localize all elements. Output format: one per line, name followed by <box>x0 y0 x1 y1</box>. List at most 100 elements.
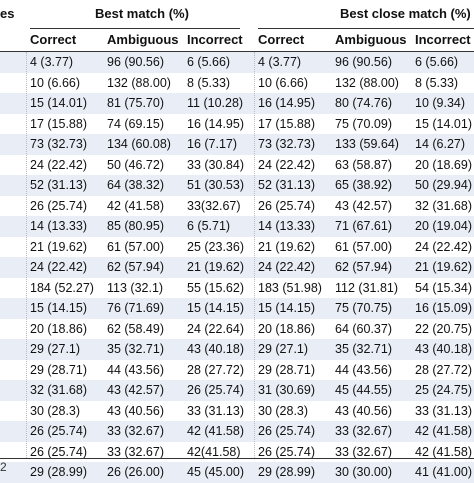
table-cell: 184 (52.27) <box>30 280 94 295</box>
table-cell: 132 (88.00) <box>335 75 399 90</box>
column-separator <box>254 52 256 458</box>
table-cell: 74 (69.15) <box>107 116 164 131</box>
table-cell: 24 (22.42) <box>258 260 315 274</box>
table-cell: 4 (3.77) <box>258 55 302 69</box>
table-cell: 61 (57.00) <box>107 239 164 254</box>
table-cell: 45 (44.55) <box>335 383 392 397</box>
table-cell: 26 (26.00) <box>107 465 164 479</box>
table-cell: 11 (10.28) <box>187 96 244 110</box>
table-cell: 6 (5.71) <box>187 219 231 233</box>
table-cell: 75 (70.75) <box>335 301 392 315</box>
table-row: 21 (19.62) 61 (57.00) 25 (23.36) 21 (19.62)… <box>0 237 474 258</box>
table-cell: 30 (28.3) <box>30 403 81 418</box>
table-cell: 6 (5.66) <box>415 55 459 69</box>
table-cell: 21 (19.62) <box>415 260 472 274</box>
table-cell: 16 (14.95) <box>258 96 315 110</box>
table-row: 10 (6.66) 132 (88.00) 8 (5.33) 10 (6.66) 132… <box>0 73 474 94</box>
table-cell: 15 (14.01) <box>30 96 87 110</box>
group-rule-best-match <box>30 28 240 29</box>
table-cell: 35 (32.71) <box>335 342 392 356</box>
table-cell: 15 (14.15) <box>30 301 87 315</box>
table-cell: 50 (29.94) <box>415 178 472 192</box>
table-row: 29 (28.99) 26 (26.00) 45 (45.00) 29 (28.99)… <box>0 462 474 483</box>
column-header-incorrect-close: Incorrect <box>415 32 471 47</box>
table-cell: 30 (28.3) <box>258 403 309 418</box>
table-cell: 42(41.58) <box>187 444 241 459</box>
table-cell: 30 (30.00) <box>335 465 392 479</box>
table-cell: 64 (38.32) <box>107 178 164 192</box>
table-cell: 29 (28.99) <box>30 465 87 479</box>
table-row: 15 (14.01) 81 (75.70) 11 (10.28) 16 (14.95)… <box>0 93 474 114</box>
table-cell: 62 (57.94) <box>335 260 392 274</box>
table-cell: 43 (40.56) <box>107 403 164 418</box>
table-cell: 33 (31.13) <box>415 403 472 418</box>
table-cell: 14 (13.33) <box>258 219 315 233</box>
table-cell: 112 (31.81) <box>335 280 399 295</box>
table-cell: 26 (25.74) <box>258 444 315 459</box>
table-cell: 33 (32.67) <box>107 424 164 438</box>
table-cell: 52 (31.13) <box>30 178 87 192</box>
table-cell: 64 (60.37) <box>335 321 392 336</box>
bottom-rule <box>0 458 474 459</box>
table-cell: 43 (40.18) <box>187 342 244 356</box>
table-cell: 134 (60.08) <box>107 137 171 151</box>
table-cell: 20 (18.69) <box>415 157 472 172</box>
group-header-best-close-match: Best close match (%) <box>340 6 471 21</box>
column-header-correct-close: Correct <box>258 32 305 47</box>
table-cell: 6 (5.66) <box>187 55 231 69</box>
table-cell: 73 (32.73) <box>30 137 87 151</box>
table-cell: 16 (15.09) <box>415 301 472 315</box>
table-cell: 55 (15.62) <box>187 280 244 295</box>
table-cell: 15 (14.01) <box>415 116 472 131</box>
table-row: 32 (31.68) 43 (42.57) 26 (25.74) 31 (30.69)… <box>0 380 474 401</box>
table-cell: 16 (14.95) <box>187 116 244 131</box>
table-cell: 10 (9.34) <box>415 96 466 110</box>
table-cell: 42 (41.58) <box>415 424 472 438</box>
column-header-ambiguous-close: Ambiguous <box>335 32 407 47</box>
table-cell: 80 (74.76) <box>335 96 392 110</box>
table-cell: 71 (67.61) <box>335 219 392 233</box>
table-cell: 15 (14.15) <box>258 301 315 315</box>
header-rule <box>0 51 474 52</box>
stub-header: es <box>0 6 15 21</box>
table-cell: 33 (32.67) <box>335 424 392 438</box>
table-cell: 29 (28.71) <box>30 362 87 377</box>
table-cell: 25 (23.36) <box>187 239 244 254</box>
table-row: 26 (25.74) 33 (32.67) 42 (41.58) 26 (25.74)… <box>0 421 474 442</box>
table-cell: 10 (6.66) <box>258 75 309 90</box>
table-cell: 54 (15.34) <box>415 280 472 295</box>
table-cell: 133 (59.64) <box>335 137 399 151</box>
table-cell: 33 (32.67) <box>335 444 392 459</box>
table-cell: 28 (27.72) <box>415 362 472 377</box>
table-cell: 29 (27.1) <box>258 342 309 356</box>
table-cell: 29 (27.1) <box>30 342 81 356</box>
table-cell: 33 (32.67) <box>107 444 164 459</box>
table-cell: 61 (57.00) <box>335 239 392 254</box>
table-cell: 4 (3.77) <box>30 55 74 69</box>
table-cell: 24 (22.42) <box>30 157 87 172</box>
group-rule-best-close-match <box>258 28 474 29</box>
column-header-correct: Correct <box>30 32 77 47</box>
column-header-ambiguous: Ambiguous <box>107 32 179 47</box>
table-cell: 50 (46.72) <box>107 157 164 172</box>
table-cell: 132 (88.00) <box>107 75 171 90</box>
table-cell: 26 (25.74) <box>30 444 87 459</box>
table-row: 17 (15.88) 74 (69.15) 16 (14.95) 17 (15.88)… <box>0 114 474 135</box>
table-cell: 33 (30.84) <box>187 157 244 172</box>
table-cell: 14 (13.33) <box>30 219 87 233</box>
table-cell: 75 (70.09) <box>335 116 392 131</box>
table-row: 26 (25.74) 33 (32.67) 42(41.58) 26 (25.74) 3… <box>0 442 474 463</box>
group-header-best-match: Best match (%) <box>95 6 189 21</box>
table-cell: 25 (24.75) <box>415 383 472 397</box>
table-cell: 65 (38.92) <box>335 178 392 192</box>
table-cell: 22 (20.75) <box>415 321 472 336</box>
table-row: 30 (28.3) 43 (40.56) 33 (31.13) 30 (28.3) 43… <box>0 401 474 422</box>
table-cell: 26 (25.74) <box>30 424 87 438</box>
table-row: 29 (28.71) 44 (43.56) 28 (27.72) 29 (28.71)… <box>0 360 474 381</box>
table-row: 29 (27.1) 35 (32.71) 43 (40.18) 29 (27.1) 35… <box>0 339 474 360</box>
table-cell: 26 (25.74) <box>258 424 315 438</box>
table-cell: 20 (19.04) <box>415 219 472 233</box>
table-row: 24 (22.42) 62 (57.94) 21 (19.62) 24 (22.42)… <box>0 257 474 278</box>
table-cell: 62 (57.94) <box>107 260 164 274</box>
table-cell: 43 (40.18) <box>415 342 472 356</box>
